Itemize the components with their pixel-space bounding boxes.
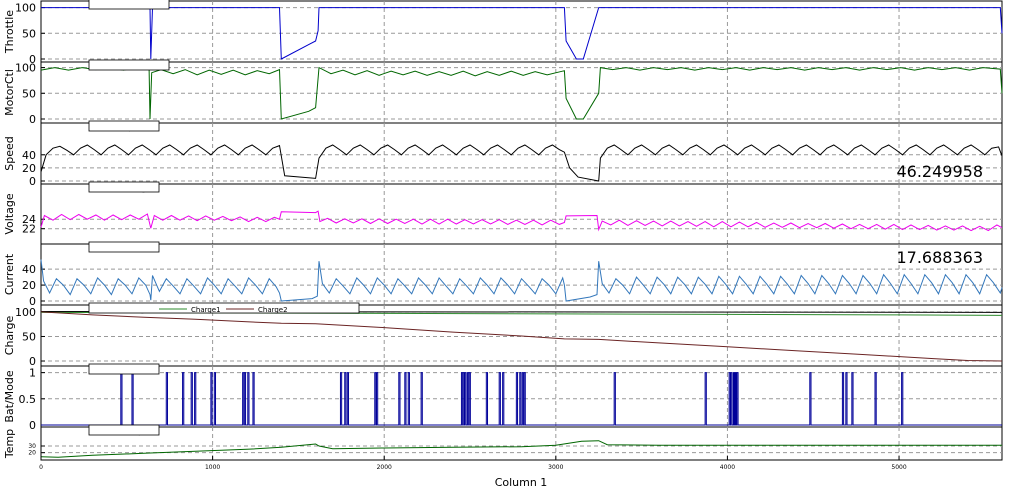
series-line-current [40, 259, 1003, 302]
panel-speed: 02040SpeedSpeed46.249958 [3, 120, 1003, 188]
series-line-speed [40, 144, 1003, 182]
y-tick-label: 100 [15, 62, 36, 75]
panel-frame [40, 243, 1003, 306]
panel-frame [40, 0, 1003, 63]
y-axis-label: MotorCtl [3, 69, 16, 116]
legend-label: Charge2 [258, 306, 288, 314]
panel-temp: 2030TempTemp [3, 424, 1003, 461]
x-tick-label: 0 [39, 464, 43, 471]
y-tick-label: 20 [22, 279, 36, 292]
y-axis-label: Charge [3, 316, 16, 356]
y-axis-label: Speed [3, 136, 16, 170]
y-tick-label: 0 [29, 419, 36, 432]
y-tick-label: 1 [29, 367, 36, 380]
panel-motorctl: 050100MotorCtlMotorCtl [3, 59, 1003, 126]
y-axis-label: Throttle [3, 10, 16, 54]
legend-box [88, 424, 160, 436]
y-tick-label: 20 [28, 450, 36, 457]
series-line-throttle [41, 7, 1003, 60]
y-tick-label: 100 [15, 306, 36, 319]
x-tick-label: 2000 [377, 464, 392, 471]
y-tick-label: 50 [22, 27, 36, 40]
series-line-charge2 [40, 311, 1003, 362]
panel-frame [40, 183, 1003, 245]
y-tick-label: 30 [28, 443, 36, 450]
x-tick-label: 3000 [548, 464, 563, 471]
panel-throttle: 050100ThrottleThrottle [3, 0, 1003, 66]
y-axis-label: Voltage [3, 193, 16, 234]
legend-box [88, 302, 360, 314]
legend-box [88, 241, 160, 253]
legend-box [88, 181, 160, 193]
x-axis-label: Column 1 [495, 476, 548, 489]
legend-box [88, 363, 160, 375]
y-tick-label: 24 [22, 213, 36, 226]
value-annotation-speed: 46.249958 [896, 162, 983, 181]
legend-box [88, 0, 170, 10]
x-axis: 0 1000 2000 3000 4000 5000 Column 1 [39, 456, 907, 489]
panel-frame [40, 122, 1003, 185]
legend-entry-charge2: Charge2 [226, 306, 288, 314]
x-tick-label: 4000 [720, 464, 735, 471]
panel-current: 02040CurrentCurrent17.688363 [3, 241, 1003, 308]
y-tick-label: 0 [29, 175, 36, 188]
legend-box [88, 59, 170, 71]
y-tick-label: 40 [22, 263, 36, 276]
y-tick-label: 20 [22, 162, 36, 175]
y-tick-label: 100 [15, 2, 36, 15]
y-axis-label: Current [3, 253, 16, 295]
y-tick-label: 50 [22, 87, 36, 100]
series-line-voltage [40, 210, 1003, 232]
legend-entry-charge1: Charge1 [159, 306, 221, 314]
panel-charge: 050100ChargeCharge0Charge1Charge2 [3, 302, 1003, 368]
panel-frame [40, 426, 1003, 461]
legend-box [88, 120, 160, 132]
y-tick-label: 0.5 [19, 393, 37, 406]
y-tick-label: 0 [29, 295, 36, 308]
series-line-temp [40, 440, 1002, 458]
panel-frame [40, 365, 1003, 428]
series-line-motorctl [40, 66, 1003, 120]
value-annotation-current: 17.688363 [896, 248, 983, 267]
y-axis-label: Temp [3, 429, 16, 459]
y-tick-label: 22 [22, 223, 36, 236]
y-tick-label: 0 [29, 355, 36, 368]
x-tick-label: 1000 [205, 464, 220, 471]
y-tick-label: 0 [29, 53, 36, 66]
legend-label: Charge1 [191, 306, 221, 314]
panel-voltage: 2224VoltageVoltage [3, 181, 1003, 245]
panel-frame [40, 61, 1003, 124]
y-tick-label: 0 [29, 113, 36, 126]
y-tick-label: 50 [22, 330, 36, 343]
x-tick-label: 5000 [891, 464, 906, 471]
y-tick-label: 40 [22, 149, 36, 162]
y-axis-label: Bat/Mode [3, 370, 16, 423]
series-line-bat [41, 372, 1002, 426]
